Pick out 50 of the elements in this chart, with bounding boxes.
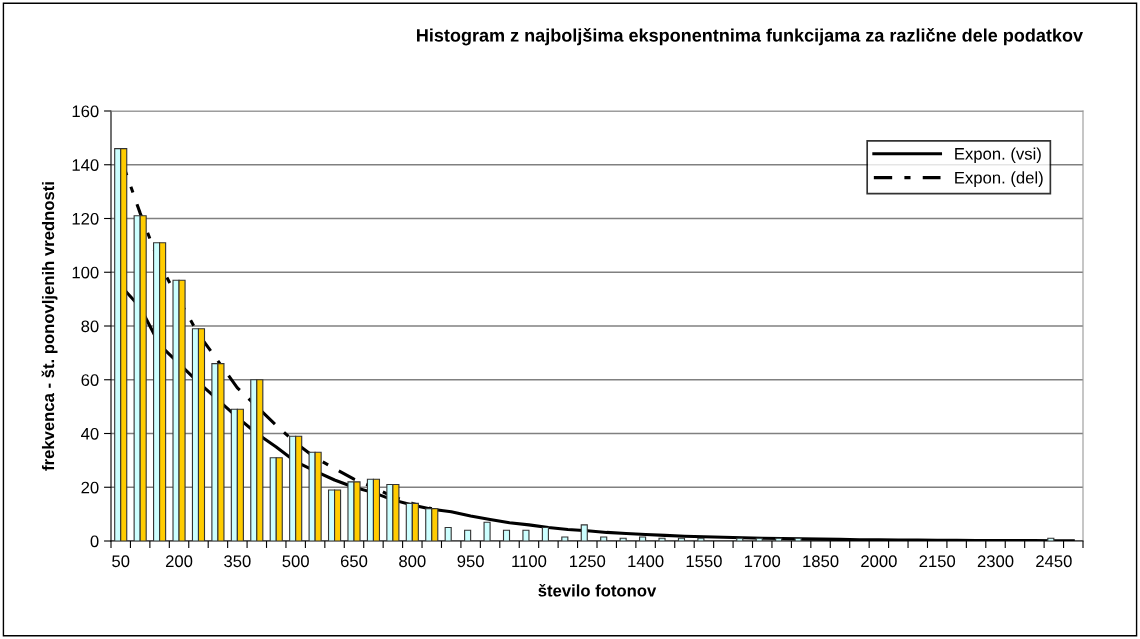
bar xyxy=(775,537,783,541)
bar xyxy=(522,529,530,541)
bar xyxy=(580,524,588,541)
y-tick-label: 120 xyxy=(72,212,99,225)
x-tick-label: 950 xyxy=(457,555,484,568)
legend-label: Expon. (vsi) xyxy=(955,147,1041,164)
bar xyxy=(1047,537,1055,541)
chart-title: Histogram z najboljšima eksponentnima funkcijama za različne dele podatkov xyxy=(417,28,1083,46)
x-tick-label: 500 xyxy=(282,555,309,568)
bar xyxy=(619,537,627,541)
bar xyxy=(794,537,802,541)
x-tick-label: 800 xyxy=(399,555,426,568)
bar xyxy=(444,527,452,541)
x-tick-label: 200 xyxy=(165,555,193,568)
bar xyxy=(502,529,511,541)
bar xyxy=(697,537,705,541)
y-tick-label: 140 xyxy=(72,159,99,171)
x-tick-label: 1400 xyxy=(628,555,664,568)
x-tick-label: 2000 xyxy=(861,555,897,568)
bar xyxy=(483,521,491,541)
x-tick-label: 650 xyxy=(340,555,368,568)
x-tick-label: 1700 xyxy=(744,555,781,568)
bar xyxy=(561,536,569,541)
x-tick-label: 1850 xyxy=(803,555,839,568)
x-tick-label: 350 xyxy=(224,555,251,568)
y-tick-label: 60 xyxy=(81,374,99,386)
x-tick-label: 1250 xyxy=(570,555,606,568)
x-axis-title: število fotonov xyxy=(538,583,657,597)
bar xyxy=(600,536,608,541)
x-tick-label: 1100 xyxy=(512,555,547,568)
bar xyxy=(464,529,472,541)
x-tick-label: 2150 xyxy=(919,555,956,568)
y-tick-label: 100 xyxy=(72,266,99,279)
bar xyxy=(755,537,763,541)
x-tick-label: 1550 xyxy=(686,555,722,568)
x-tick-label: 50 xyxy=(112,555,130,568)
bar xyxy=(736,537,744,541)
y-tick-label: 0 xyxy=(90,535,99,548)
x-tick-label: 2450 xyxy=(1036,555,1072,568)
x-tick-label: 2300 xyxy=(977,555,1014,568)
bar xyxy=(541,527,549,541)
y-tick-label: 160 xyxy=(72,105,99,118)
bar xyxy=(677,537,686,541)
y-tick-label: 20 xyxy=(81,481,99,494)
bar xyxy=(658,537,666,541)
y-tick-label: 80 xyxy=(81,320,99,333)
y-axis-title: frekvenca - št. ponovljenih vrednosti xyxy=(41,182,58,471)
y-tick-label: 40 xyxy=(81,427,99,440)
legend-label: Expon. (del) xyxy=(955,171,1043,187)
bar xyxy=(639,536,647,541)
